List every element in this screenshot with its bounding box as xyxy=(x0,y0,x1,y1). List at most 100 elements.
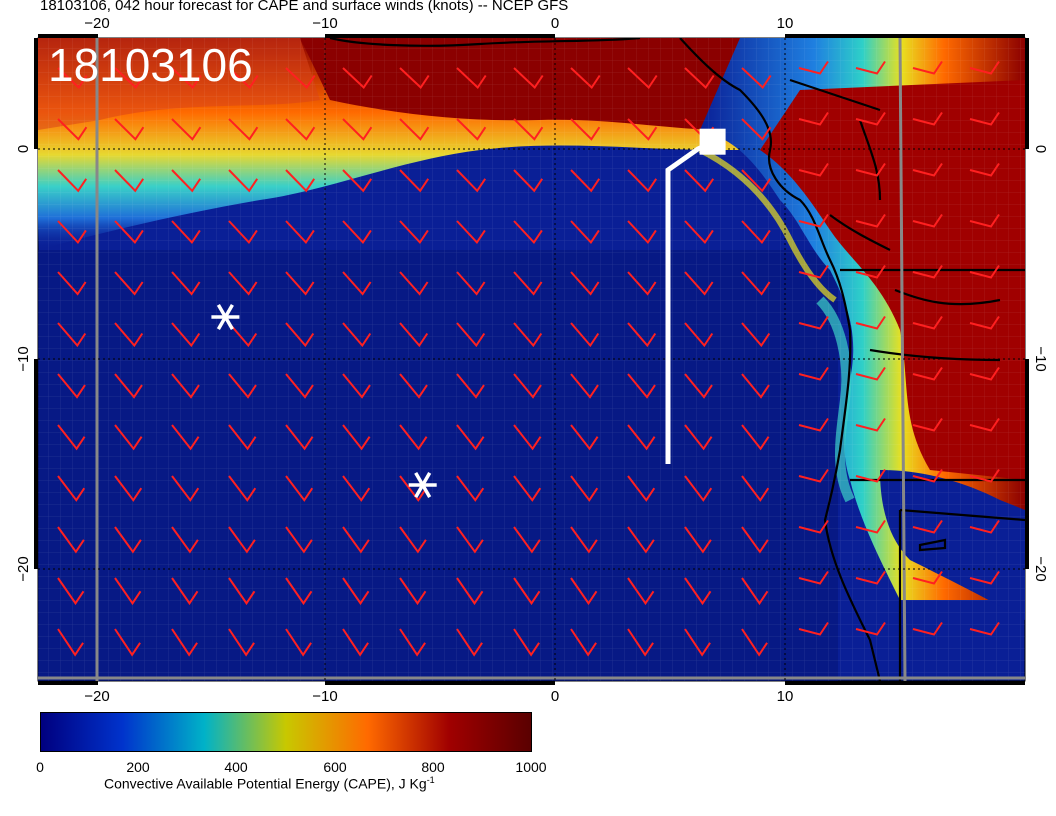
wind-barb xyxy=(456,628,483,657)
wind-barb xyxy=(627,271,657,296)
wind-barb xyxy=(969,162,1000,177)
wind-barb xyxy=(798,519,829,534)
wind-barb xyxy=(171,67,202,90)
wind-barb xyxy=(513,373,542,399)
wind-barb xyxy=(912,621,943,636)
wind-barb xyxy=(855,162,886,177)
wind-barb xyxy=(912,213,943,228)
wind-barb xyxy=(969,366,1000,381)
wind-barb xyxy=(342,475,371,502)
wind-barb xyxy=(741,628,768,657)
wind-barb xyxy=(342,67,373,90)
wind-barb xyxy=(399,577,427,606)
wind-barb xyxy=(627,67,658,90)
wind-barb xyxy=(171,373,200,399)
wind-barb xyxy=(798,621,829,636)
wind-barb xyxy=(342,424,371,451)
wind-barb xyxy=(741,169,772,193)
wind-barb xyxy=(399,67,430,90)
wind-barb xyxy=(399,373,428,399)
colorbar-label: 600 xyxy=(323,759,347,775)
wind-barb xyxy=(627,526,655,554)
wind-barb xyxy=(570,424,599,451)
wind-barb xyxy=(969,621,1000,636)
wind-barb xyxy=(171,118,202,141)
wind-barb xyxy=(627,424,656,451)
wind-barb xyxy=(114,67,145,90)
wind-barb xyxy=(228,475,257,502)
wind-barb xyxy=(228,220,258,245)
asterisk-marker xyxy=(408,472,437,498)
wind-barb xyxy=(741,424,770,451)
wind-barb xyxy=(228,271,258,296)
wind-barb xyxy=(969,264,1000,279)
wind-barb xyxy=(285,628,312,657)
tick-label: 0 xyxy=(551,688,559,705)
wind-barb xyxy=(969,570,1000,585)
cape-field xyxy=(38,38,1025,681)
wind-barb xyxy=(969,519,1000,534)
wind-barb xyxy=(627,322,657,348)
wind-barb xyxy=(798,315,829,330)
wind-barb xyxy=(285,67,316,90)
wind-barb xyxy=(285,475,314,502)
wind-barb xyxy=(912,519,943,534)
colorbar-label: 200 xyxy=(126,759,150,775)
wind-barb xyxy=(741,118,772,141)
wind-barb xyxy=(285,424,314,451)
wind-barb xyxy=(399,169,430,193)
wind-barb xyxy=(570,118,601,141)
wind-barb xyxy=(798,213,829,228)
wind-barb xyxy=(969,111,1000,126)
wind-barb xyxy=(627,577,655,606)
wind-barb xyxy=(57,271,87,296)
wind-barb xyxy=(798,162,829,177)
wind-barb xyxy=(798,264,829,279)
wind-barb xyxy=(114,526,142,554)
wind-barb xyxy=(741,67,772,90)
wind-barb xyxy=(456,475,485,502)
wind-barb xyxy=(741,373,770,399)
wind-barb xyxy=(285,169,316,193)
tick-label: 10 xyxy=(777,15,794,32)
wind-barb xyxy=(969,213,1000,228)
wind-barb xyxy=(228,322,258,348)
wind-barb xyxy=(570,271,600,296)
wind-barb xyxy=(171,526,199,554)
tick-label: −20 xyxy=(1032,556,1049,581)
colorbar-label: 1000 xyxy=(515,759,547,775)
tick-label: −10 xyxy=(312,15,337,32)
wind-barb xyxy=(456,118,487,141)
wind-barb xyxy=(684,577,712,606)
overlay xyxy=(211,128,726,498)
wind-barb xyxy=(741,322,771,348)
wind-barb xyxy=(855,315,886,330)
wind-barb xyxy=(627,373,656,399)
wind-barb xyxy=(570,67,601,90)
colorbar-label: 800 xyxy=(421,759,445,775)
wind-barb xyxy=(114,271,144,296)
wind-barb xyxy=(513,67,544,90)
tick-label: 0 xyxy=(15,145,32,153)
wind-barb xyxy=(798,111,829,126)
grid-lines xyxy=(38,38,1025,681)
axis-frame xyxy=(34,34,1029,685)
wind-barb xyxy=(456,67,487,90)
wind-barb xyxy=(57,169,88,193)
wind-barb xyxy=(570,577,598,606)
wind-barb xyxy=(285,118,316,141)
y-ticks-right: 0 −10 −20 xyxy=(1032,145,1049,582)
wind-barb xyxy=(285,322,315,348)
wind-barb xyxy=(342,577,370,606)
wind-barb xyxy=(855,366,886,381)
wind-barb xyxy=(114,118,145,141)
wind-barb xyxy=(114,475,143,502)
wind-barb xyxy=(684,169,715,193)
wind-barb xyxy=(171,220,201,245)
wind-barb xyxy=(570,220,600,245)
wind-barb xyxy=(342,373,371,399)
wind-barb xyxy=(912,570,943,585)
wind-barb xyxy=(513,118,544,141)
wind-barb xyxy=(513,271,543,296)
wind-barb xyxy=(570,169,601,193)
